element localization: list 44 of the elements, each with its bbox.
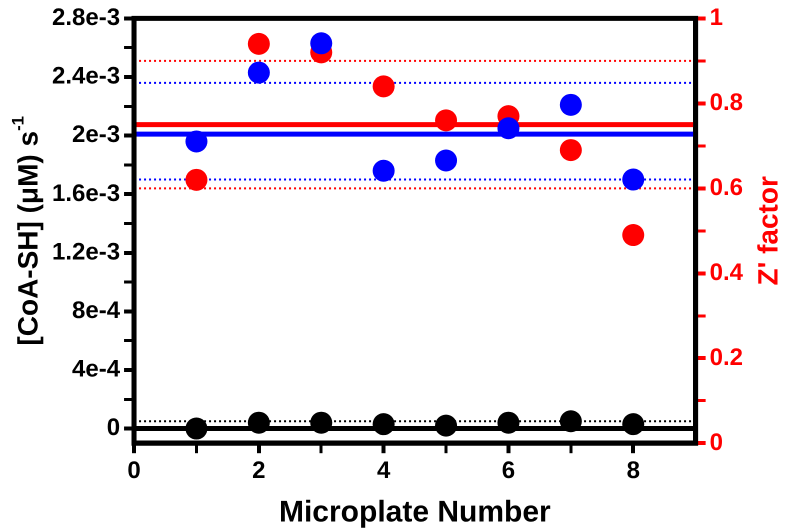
x-tick-label: 0 (127, 457, 141, 484)
point (248, 32, 270, 55)
point (622, 168, 644, 191)
y2-tick-label: 0.4 (710, 258, 744, 286)
point (185, 418, 208, 440)
point (248, 62, 270, 84)
point (185, 130, 208, 152)
point (310, 32, 332, 54)
point (372, 75, 395, 98)
y-tick-label: 8e-4 (72, 296, 121, 324)
x-tick-label: 8 (626, 457, 640, 484)
point (185, 168, 208, 191)
y2-tick-label: 0 (710, 428, 723, 456)
y-axis-title: [CoA-SH] (μM) s-1 (8, 116, 44, 346)
point (435, 149, 458, 172)
y-tick-label: 0 (106, 414, 120, 442)
point (435, 414, 458, 437)
y2-tick-label: 0.8 (710, 88, 744, 116)
y2-tick-label: 0.6 (710, 174, 744, 201)
y-tick-label: 2.8e-3 (52, 4, 120, 32)
point (560, 139, 582, 162)
point (560, 94, 582, 116)
y2-axis-title: Z' factor (752, 176, 784, 286)
point (560, 410, 582, 432)
point (622, 413, 644, 436)
point (622, 224, 644, 246)
x-tick-label: 4 (376, 457, 391, 484)
y-tick-label: 1.6e-3 (52, 180, 120, 207)
y2-tick-label: 0.2 (710, 344, 744, 371)
y-tick-label: 4e-4 (72, 356, 121, 383)
y2-tick-label: 1 (710, 4, 723, 32)
y-tick-label: 2.4e-3 (52, 62, 120, 90)
point (372, 160, 395, 182)
point (497, 117, 520, 140)
point (310, 412, 332, 434)
y-tick-label: 2e-3 (72, 121, 120, 148)
point (372, 413, 395, 436)
point (248, 412, 270, 434)
point (435, 109, 458, 132)
x-tick-label: 2 (252, 457, 266, 484)
point (497, 412, 520, 434)
x-tick-label: 6 (502, 457, 516, 484)
x-axis-title: Microplate Number (278, 495, 552, 528)
y-tick-label: 1.2e-3 (52, 238, 120, 266)
